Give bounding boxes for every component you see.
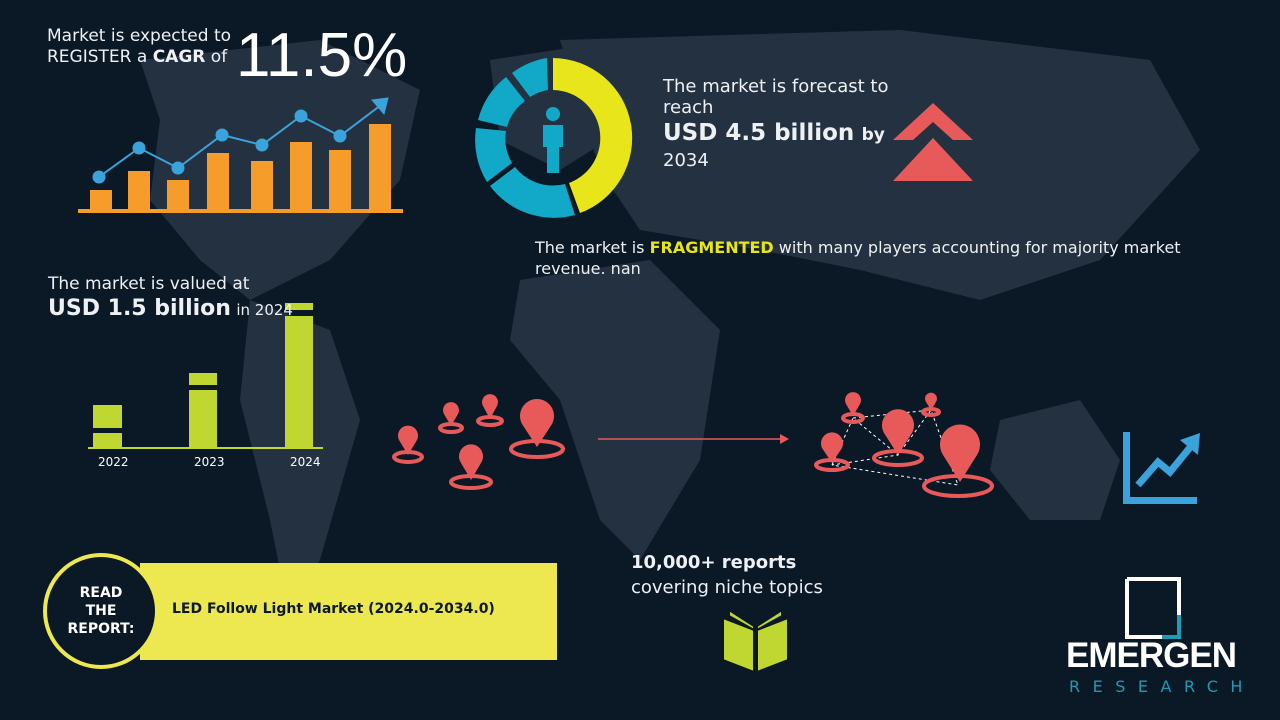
cagr-value: 11.5%: [236, 21, 408, 90]
year-label-2024: 2024: [290, 455, 321, 469]
read-label-1: READ: [79, 585, 123, 601]
cagr-pre: REGISTER a: [47, 47, 153, 67]
green-bar-chart-icon: [88, 303, 323, 449]
arrow-right-icon: [598, 434, 789, 444]
book-icon: [722, 608, 789, 674]
fragmented-post: with many players accounting for majorit…: [535, 238, 1181, 278]
year-label-2022: 2022: [98, 455, 129, 469]
fragmented-text: The market is FRAGMENTED with many playe…: [535, 237, 1215, 279]
donut-chart-icon: [475, 58, 633, 218]
forecast-line1: The market is forecast to: [663, 76, 889, 97]
double-chevron-up-icon: [893, 103, 973, 181]
logo-name: EMERGEN: [1066, 636, 1237, 675]
valued-text: The market is valued at USD 1.5 billion …: [48, 274, 293, 321]
read-report-banner[interactable]: LED Follow Light Market (2024.0-2034.0): [140, 563, 557, 660]
valued-line1: The market is valued at: [48, 274, 250, 294]
cagr-text: Market is expected to REGISTER a CAGR of: [47, 26, 231, 68]
valued-value: USD 1.5 billion: [48, 296, 231, 321]
valued-suffix: in 2024: [236, 301, 293, 319]
network-lines: [831, 408, 959, 486]
year-label-2023: 2023: [194, 455, 225, 469]
orange-bar-chart-icon: [78, 124, 403, 213]
reports-line2: covering niche topics: [631, 577, 823, 598]
report-title-link[interactable]: LED Follow Light Market (2024.0-2034.0): [172, 601, 495, 617]
forecast-value-line: USD 4.5 billion by: [663, 118, 888, 150]
location-pin-markers-right: [821, 392, 980, 482]
cagr-line2: REGISTER a CAGR of: [47, 47, 231, 68]
read-label-3: REPORT:: [67, 621, 135, 637]
emergen-logo-mark: [1125, 577, 1181, 639]
forecast-year: 2034: [663, 150, 709, 171]
cagr-bold: CAGR: [152, 47, 206, 67]
read-report-circle[interactable]: READ THE REPORT:: [43, 553, 159, 669]
logo-sub: RESEARCH: [1069, 677, 1255, 696]
reports-text: 10,000+ reports covering niche topics: [631, 550, 823, 600]
cagr-line1: Market is expected to: [47, 26, 232, 46]
forecast-by: by: [861, 125, 885, 145]
growth-chart-icon: [1123, 432, 1200, 504]
reports-line1: 10,000+ reports: [631, 552, 797, 573]
forecast-text: The market is forecast to reach USD 4.5 …: [663, 76, 888, 171]
cagr-post: of: [205, 47, 228, 67]
fragmented-pre: The market is: [535, 238, 650, 257]
trend-line-icon: [92, 97, 389, 184]
read-label-2: THE: [85, 603, 117, 619]
forecast-line2: reach: [663, 97, 714, 118]
location-pin-markers-left: [398, 394, 554, 480]
forecast-value: USD 4.5 billion: [663, 120, 855, 146]
fragmented-highlight: FRAGMENTED: [649, 238, 774, 257]
